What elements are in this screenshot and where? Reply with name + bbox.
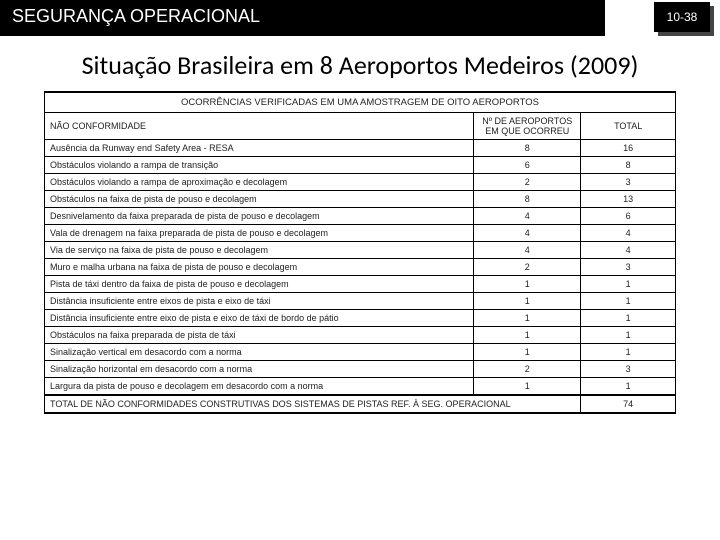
row-desc: Desnivelamento da faixa preparada de pis…	[45, 208, 474, 225]
row-n1: 1	[474, 310, 581, 327]
row-n1: 4	[474, 242, 581, 259]
row-desc: Distância insuficiente entre eixo de pis…	[45, 310, 474, 327]
row-desc: Distância insuficiente entre eixos de pi…	[45, 293, 474, 310]
row-n1: 4	[474, 225, 581, 242]
row-n1: 6	[474, 157, 581, 174]
row-desc: Muro e malha urbana na faixa de pista de…	[45, 259, 474, 276]
row-n1: 1	[474, 276, 581, 293]
row-n1: 1	[474, 327, 581, 344]
row-desc: Pista de táxi dentro da faixa de pista d…	[45, 276, 474, 293]
footer-desc: TOTAL DE NÃO CONFORMIDADES CONSTRUTIVAS …	[45, 395, 581, 413]
row-desc: Obstáculos na faixa preparada de pista d…	[45, 327, 474, 344]
row-n2: 1	[581, 276, 676, 293]
table-body: Ausência da Runway end Safety Area - RES…	[45, 140, 676, 396]
row-desc: Ausência da Runway end Safety Area - RES…	[45, 140, 474, 157]
row-desc: Obstáculos na faixa de pista de pouso e …	[45, 191, 474, 208]
table-caption: OCORRÊNCIAS VERIFICADAS EM UMA AMOSTRAGE…	[45, 92, 676, 113]
row-desc: Vala de drenagem na faixa preparada de p…	[45, 225, 474, 242]
header-bar: SEGURANÇA OPERACIONAL 10-38	[0, 0, 720, 36]
table-row: Via de serviço na faixa de pista de pous…	[45, 242, 676, 259]
table-row: Distância insuficiente entre eixos de pi…	[45, 293, 676, 310]
row-n2: 3	[581, 259, 676, 276]
table-footer-row: TOTAL DE NÃO CONFORMIDADES CONSTRUTIVAS …	[45, 395, 676, 413]
table-row: Vala de drenagem na faixa preparada de p…	[45, 225, 676, 242]
row-desc: Largura da pista de pouso e decolagem em…	[45, 378, 474, 396]
column-header-count: Nº DE AEROPORTOS EM QUE OCORREU	[474, 113, 581, 140]
table-row: Sinalização horizontal em desacordo com …	[45, 361, 676, 378]
table-row: Muro e malha urbana na faixa de pista de…	[45, 259, 676, 276]
table-row: Obstáculos violando a rampa de transição…	[45, 157, 676, 174]
row-desc: Obstáculos violando a rampa de aproximaç…	[45, 174, 474, 191]
row-n2: 16	[581, 140, 676, 157]
row-n2: 1	[581, 327, 676, 344]
table-row: Obstáculos violando a rampa de aproximaç…	[45, 174, 676, 191]
page-number: 10-38	[654, 2, 710, 32]
row-n1: 1	[474, 378, 581, 396]
row-n2: 1	[581, 378, 676, 396]
column-header-total: TOTAL	[581, 113, 676, 140]
table-row: Largura da pista de pouso e decolagem em…	[45, 378, 676, 396]
row-n2: 4	[581, 242, 676, 259]
data-table: OCORRÊNCIAS VERIFICADAS EM UMA AMOSTRAGE…	[44, 91, 676, 414]
column-header-desc: NÃO CONFORMIDADE	[45, 113, 474, 140]
table-row: Desnivelamento da faixa preparada de pis…	[45, 208, 676, 225]
table-row: Distância insuficiente entre eixo de pis…	[45, 310, 676, 327]
row-n1: 2	[474, 361, 581, 378]
slide-title: Situação Brasileira em 8 Aeroportos Mede…	[40, 50, 680, 81]
row-n1: 1	[474, 293, 581, 310]
table-row: Obstáculos na faixa preparada de pista d…	[45, 327, 676, 344]
row-n1: 8	[474, 191, 581, 208]
header-title: SEGURANÇA OPERACIONAL	[0, 0, 605, 36]
table-row: Obstáculos na faixa de pista de pouso e …	[45, 191, 676, 208]
row-n2: 4	[581, 225, 676, 242]
row-n2: 1	[581, 310, 676, 327]
table-container: OCORRÊNCIAS VERIFICADAS EM UMA AMOSTRAGE…	[44, 91, 676, 414]
row-n2: 13	[581, 191, 676, 208]
row-n2: 3	[581, 174, 676, 191]
row-n2: 6	[581, 208, 676, 225]
row-n1: 2	[474, 259, 581, 276]
row-desc: Via de serviço na faixa de pista de pous…	[45, 242, 474, 259]
table-row: Ausência da Runway end Safety Area - RES…	[45, 140, 676, 157]
row-desc: Sinalização vertical em desacordo com a …	[45, 344, 474, 361]
table-row: Sinalização vertical em desacordo com a …	[45, 344, 676, 361]
row-n1: 4	[474, 208, 581, 225]
row-n2: 8	[581, 157, 676, 174]
row-desc: Sinalização horizontal em desacordo com …	[45, 361, 474, 378]
row-n1: 8	[474, 140, 581, 157]
row-n2: 3	[581, 361, 676, 378]
row-n1: 1	[474, 344, 581, 361]
row-n2: 1	[581, 293, 676, 310]
row-desc: Obstáculos violando a rampa de transição	[45, 157, 474, 174]
footer-total: 74	[581, 395, 676, 413]
row-n1: 2	[474, 174, 581, 191]
row-n2: 1	[581, 344, 676, 361]
table-row: Pista de táxi dentro da faixa de pista d…	[45, 276, 676, 293]
